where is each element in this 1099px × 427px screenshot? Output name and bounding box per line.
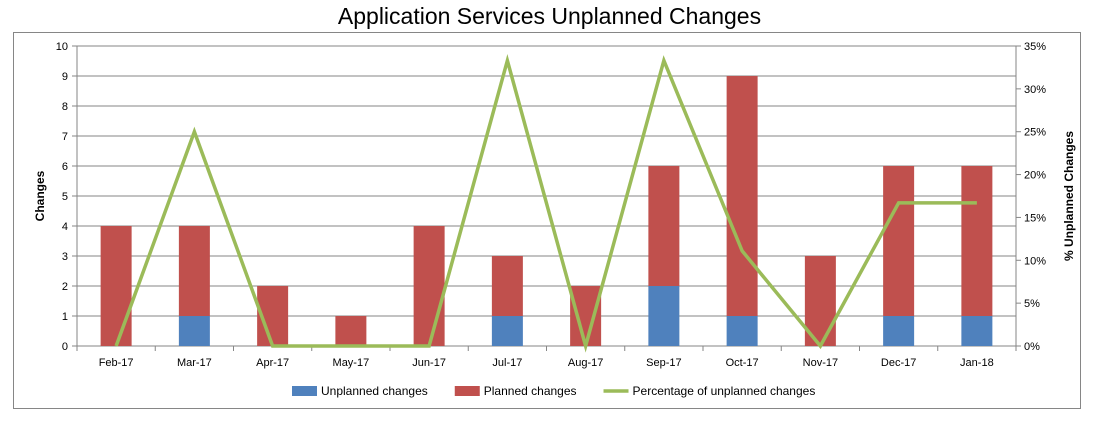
x-tick-label: Dec-17: [881, 357, 916, 369]
y2-tick-label: 30%: [1024, 84, 1046, 96]
bar-unplanned-changes: [178, 316, 210, 346]
y-tick-label: 2: [62, 281, 68, 293]
y2-tick-label: 5%: [1024, 298, 1040, 310]
y-tick-label: 8: [62, 101, 68, 113]
y-tick-label: 6: [62, 161, 68, 173]
legend-swatch: [454, 386, 480, 396]
chart-title: Application Services Unplanned Changes: [337, 3, 762, 29]
y-tick-label: 9: [62, 71, 68, 83]
bar-unplanned-changes: [648, 286, 680, 346]
y-tick-label: 10: [56, 41, 68, 53]
bar-planned-changes: [335, 316, 367, 346]
bar-planned-changes: [491, 256, 523, 316]
y-tick-label: 5: [62, 191, 68, 203]
bar-unplanned-changes: [961, 316, 993, 346]
bar-planned-changes: [648, 166, 680, 286]
bar-planned-changes: [413, 226, 445, 346]
x-tick-label: Jan-18: [960, 357, 994, 369]
bar-planned-changes: [100, 226, 132, 346]
y-tick-label: 7: [62, 131, 68, 143]
bar-unplanned-changes: [883, 316, 915, 346]
x-tick-label: Aug-17: [568, 357, 603, 369]
y2-tick-label: 20%: [1024, 170, 1046, 182]
bar-planned-changes: [961, 166, 993, 316]
y2-tick-label: 10%: [1024, 255, 1046, 267]
x-tick-label: Feb-17: [99, 357, 134, 369]
x-tick-label: Jul-17: [492, 357, 522, 369]
bar-unplanned-changes: [491, 316, 523, 346]
y2-tick-label: 25%: [1024, 127, 1046, 139]
y-axis-title: Changes: [33, 170, 47, 221]
bar-unplanned-changes: [726, 316, 758, 346]
bar-planned-changes: [883, 166, 915, 316]
y-tick-label: 1: [62, 311, 68, 323]
y-tick-label: 0: [62, 341, 68, 353]
y-tick-label: 3: [62, 251, 68, 263]
legend-label: Unplanned changes: [321, 384, 428, 398]
y2-tick-label: 15%: [1024, 212, 1046, 224]
x-tick-label: Jun-17: [412, 357, 446, 369]
x-tick-label: Sep-17: [646, 357, 681, 369]
bar-planned-changes: [178, 226, 210, 316]
legend-label: Percentage of unplanned changes: [633, 384, 816, 398]
x-tick-label: Apr-17: [256, 357, 289, 369]
bar-planned-changes: [570, 286, 602, 346]
y-tick-label: 4: [62, 221, 68, 233]
percentage-line: [114, 53, 977, 353]
legend-swatch: [292, 386, 317, 396]
y2-axis-title: % Unplanned Changes: [1062, 131, 1076, 261]
legend-label: Planned changes: [484, 384, 577, 398]
y2-tick-label: 0%: [1024, 341, 1040, 353]
x-tick-label: Mar-17: [177, 357, 212, 369]
x-tick-label: Nov-17: [803, 357, 838, 369]
x-tick-label: Oct-17: [726, 357, 759, 369]
y2-tick-label: 35%: [1024, 41, 1046, 53]
bar-planned-changes: [726, 76, 758, 316]
x-tick-label: May-17: [333, 357, 370, 369]
